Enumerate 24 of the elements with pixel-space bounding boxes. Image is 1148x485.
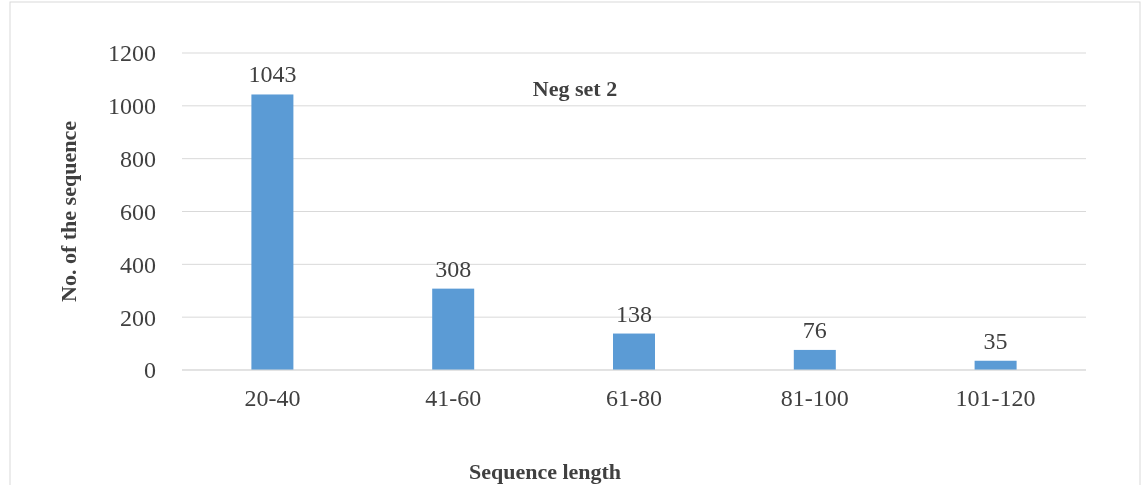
y-tick-label: 800 — [120, 146, 156, 173]
bar — [432, 288, 475, 370]
y-tick-label: 1000 — [108, 93, 156, 120]
data-label: 76 — [802, 316, 827, 343]
text: Neg set 2 — [532, 76, 618, 101]
x-tick-label: 101-120 — [955, 385, 1036, 411]
y-tick-label: 400 — [120, 251, 156, 278]
y-tick-label: 600 — [120, 198, 156, 225]
x-tick-label: 20-40 — [244, 385, 301, 411]
y-axis-title: No. of the sequence — [56, 120, 81, 302]
data-label: 1043 — [248, 61, 297, 88]
x-tick-label: 41-60 — [425, 385, 482, 411]
bar — [251, 94, 294, 370]
bar — [793, 349, 836, 370]
data-label: 308 — [435, 255, 472, 282]
bar — [613, 333, 655, 370]
x-tick-label: 61-80 — [606, 385, 662, 411]
data-label: 35 — [983, 327, 1008, 354]
data-label: 138 — [616, 300, 652, 327]
x-axis-title: Sequence length — [468, 459, 622, 484]
y-tick-label: 0 — [144, 357, 156, 384]
y-tick-label: 1200 — [108, 40, 156, 67]
y-tick-label: 200 — [120, 304, 156, 331]
x-tick-label: 81-100 — [780, 385, 849, 411]
